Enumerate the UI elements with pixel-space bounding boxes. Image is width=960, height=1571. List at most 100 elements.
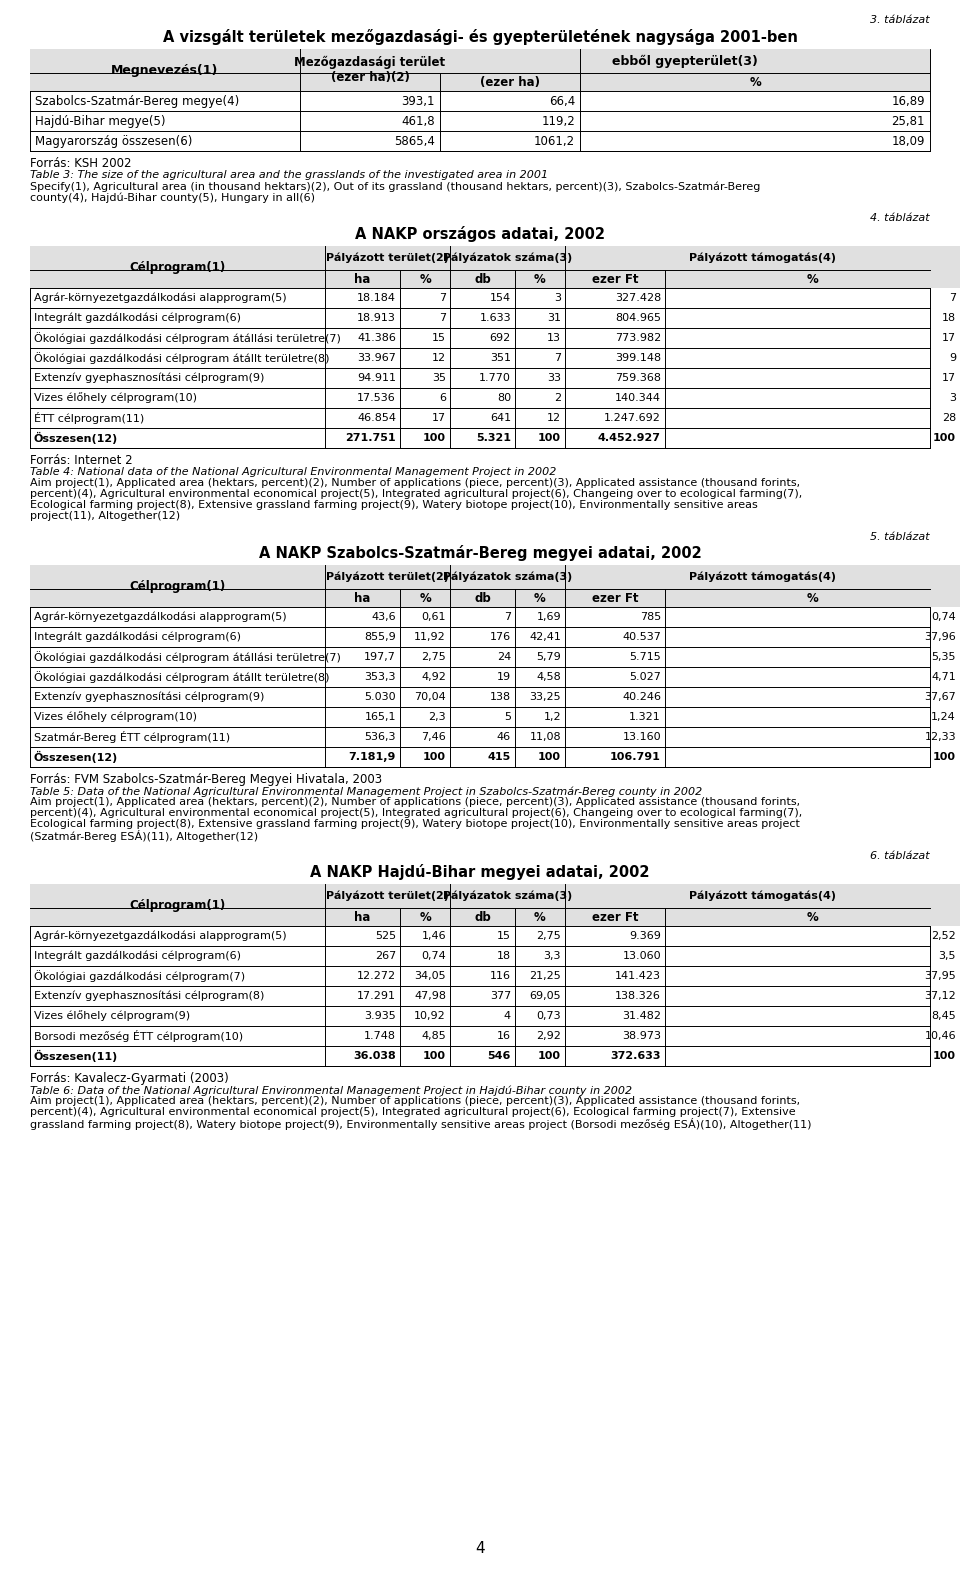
Text: 13.060: 13.060: [622, 950, 661, 961]
Text: project(11), Altogether(12): project(11), Altogether(12): [30, 511, 180, 522]
Text: 154: 154: [490, 294, 511, 303]
Text: 1.748: 1.748: [364, 1031, 396, 1042]
Text: 1,24: 1,24: [931, 712, 956, 723]
Text: 7: 7: [554, 353, 561, 363]
Text: A NAKP Szabolcs-Szatmár-Bereg megyei adatai, 2002: A NAKP Szabolcs-Szatmár-Bereg megyei ada…: [258, 545, 702, 561]
Text: 37,96: 37,96: [924, 632, 956, 643]
Text: (ezer ha): (ezer ha): [480, 75, 540, 88]
Text: Vizes élőhely célprogram(10): Vizes élőhely célprogram(10): [34, 393, 197, 404]
Text: 372.633: 372.633: [611, 1051, 661, 1060]
Text: %: %: [420, 911, 431, 924]
Text: 46: 46: [497, 732, 511, 742]
Bar: [325, 566, 450, 589]
Text: %: %: [534, 272, 546, 286]
Text: db: db: [474, 911, 491, 924]
Text: Pályázatok száma(3): Pályázatok száma(3): [443, 891, 572, 902]
Text: 4,58: 4,58: [537, 672, 561, 682]
Text: ha: ha: [354, 911, 371, 924]
Text: Megnevezés(1): Megnevezés(1): [111, 63, 219, 77]
Text: 5. táblázat: 5. táblázat: [871, 533, 930, 542]
Text: Összesen(11): Összesen(11): [34, 1049, 118, 1062]
Text: Ecological farming project(8), Extensive grassland farming project(9), Watery bi: Ecological farming project(8), Extensive…: [30, 500, 757, 511]
Text: 35: 35: [432, 372, 446, 383]
Text: 5.027: 5.027: [629, 672, 661, 682]
Text: 415: 415: [488, 753, 511, 762]
Text: Integrált gazdálkodási célprogram(6): Integrált gazdálkodási célprogram(6): [34, 632, 241, 643]
Text: 116: 116: [490, 971, 511, 980]
Text: 13.160: 13.160: [622, 732, 661, 742]
Text: 37,95: 37,95: [924, 971, 956, 980]
Text: 40.537: 40.537: [622, 632, 661, 643]
Text: 25,81: 25,81: [892, 115, 925, 127]
Text: Aim project(1), Applicated area (hektars, percent)(2), Number of applications (p: Aim project(1), Applicated area (hektars…: [30, 796, 800, 807]
Text: 7: 7: [504, 613, 511, 622]
Text: 5: 5: [504, 712, 511, 723]
Text: 7: 7: [439, 294, 446, 303]
Text: Célprogram(1): Célprogram(1): [130, 899, 226, 911]
Text: 141.423: 141.423: [615, 971, 661, 980]
Text: 42,41: 42,41: [529, 632, 561, 643]
Text: percent)(4), Agricultural environmental economical project(5), Integrated agricu: percent)(4), Agricultural environmental …: [30, 489, 803, 500]
Text: Vizes élőhely célprogram(9): Vizes élőhely célprogram(9): [34, 1010, 190, 1021]
Text: Forrás: FVM Szabolcs-Szatmár-Bereg Megyei Hivatala, 2003: Forrás: FVM Szabolcs-Szatmár-Bereg Megye…: [30, 773, 382, 786]
Text: Pályázott terület(2): Pályázott terület(2): [326, 891, 449, 902]
Text: 100: 100: [423, 434, 446, 443]
Bar: [300, 49, 440, 91]
Text: 10,46: 10,46: [924, 1031, 956, 1042]
Bar: [665, 589, 960, 606]
Text: 5.321: 5.321: [476, 434, 511, 443]
Text: Forrás: Internet 2: Forrás: Internet 2: [30, 454, 132, 467]
Text: Szatmár-Bereg ÉTT célprogram(11): Szatmár-Bereg ÉTT célprogram(11): [34, 731, 230, 743]
Text: 40.246: 40.246: [622, 691, 661, 702]
Text: 4: 4: [504, 1012, 511, 1021]
Text: 377: 377: [490, 991, 511, 1001]
Text: 7: 7: [948, 294, 956, 303]
Text: 47,98: 47,98: [414, 991, 446, 1001]
Text: grassland farming project(8), Watery biotope project(9), Environmentally sensiti: grassland farming project(8), Watery bio…: [30, 1119, 811, 1130]
Text: 536,3: 536,3: [365, 732, 396, 742]
Text: 165,1: 165,1: [365, 712, 396, 723]
Text: 9.369: 9.369: [629, 932, 661, 941]
Text: 33.967: 33.967: [357, 353, 396, 363]
Bar: [325, 884, 450, 908]
Text: 12.272: 12.272: [357, 971, 396, 980]
Text: %: %: [420, 592, 431, 605]
Text: Table 6: Data of the National Agricultural Environmental Management Project in H: Table 6: Data of the National Agricultur…: [30, 1086, 632, 1095]
Bar: [515, 270, 565, 287]
Text: Forrás: KSH 2002: Forrás: KSH 2002: [30, 157, 132, 170]
Text: Ökológiai gazdálkodási célprogram átállási területre(7): Ökológiai gazdálkodási célprogram átállá…: [34, 650, 341, 663]
Text: 4: 4: [475, 1541, 485, 1555]
Text: 100: 100: [933, 1051, 956, 1060]
Text: 5.715: 5.715: [629, 652, 661, 661]
Bar: [565, 884, 960, 908]
Text: 106.791: 106.791: [611, 753, 661, 762]
Text: Célprogram(1): Célprogram(1): [130, 261, 226, 273]
Text: 37,12: 37,12: [924, 991, 956, 1001]
Text: 31.482: 31.482: [622, 1012, 661, 1021]
Text: 12: 12: [547, 413, 561, 423]
Text: Pályázott támogatás(4): Pályázott támogatás(4): [689, 572, 836, 583]
Text: 18: 18: [942, 313, 956, 324]
Text: Mezőgazdasági terület
(ezer ha)(2): Mezőgazdasági terület (ezer ha)(2): [295, 57, 445, 85]
Text: 9: 9: [948, 353, 956, 363]
Bar: [565, 270, 665, 287]
Text: Magyarország összesen(6): Magyarország összesen(6): [35, 135, 192, 148]
Text: 19: 19: [497, 672, 511, 682]
Text: Szabolcs-Szatmár-Bereg megye(4): Szabolcs-Szatmár-Bereg megye(4): [35, 94, 239, 107]
Text: 641: 641: [490, 413, 511, 423]
Text: 0,74: 0,74: [931, 613, 956, 622]
Text: 2,75: 2,75: [537, 932, 561, 941]
Text: Pályázott terület(2): Pályázott terület(2): [326, 253, 449, 264]
Text: 66,4: 66,4: [549, 94, 575, 107]
Text: Integrált gazdálkodási célprogram(6): Integrált gazdálkodási célprogram(6): [34, 313, 241, 324]
Bar: [440, 72, 580, 91]
Bar: [30, 49, 930, 151]
Text: 12: 12: [432, 353, 446, 363]
Text: 0,74: 0,74: [421, 950, 446, 961]
Text: Ökológiai gazdálkodási célprogram átállási területre(7): Ökológiai gazdálkodási célprogram átállá…: [34, 331, 341, 344]
Text: percent)(4), Agricultural environmental economical project(5), Integrated agricu: percent)(4), Agricultural environmental …: [30, 1108, 796, 1117]
Text: 43,6: 43,6: [372, 613, 396, 622]
Bar: [565, 589, 665, 606]
Bar: [325, 247, 450, 270]
Text: 804.965: 804.965: [615, 313, 661, 324]
